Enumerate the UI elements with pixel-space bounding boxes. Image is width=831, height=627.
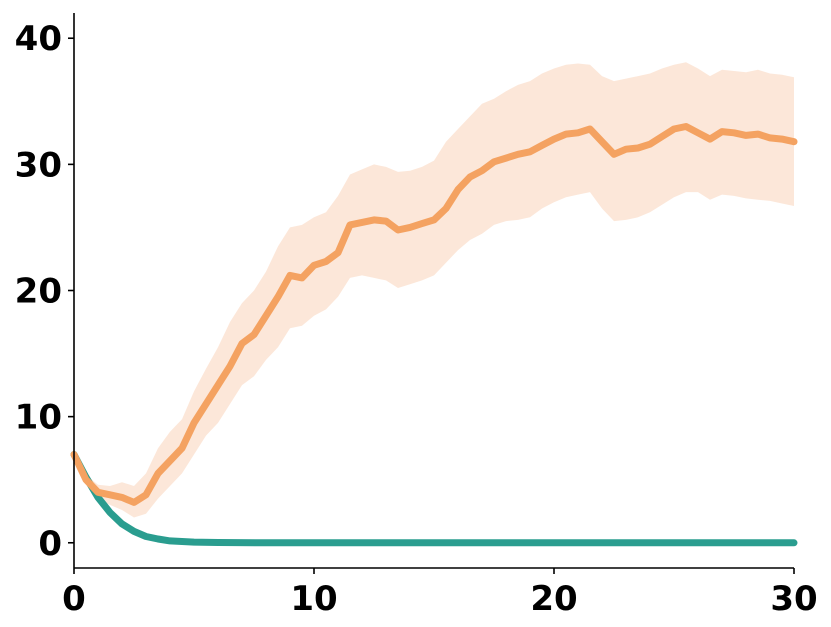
ticks: 0 10 20 30 0 10 20 30 40 [15,19,818,619]
series-lines [70,123,798,547]
y-tick-label: 0 [38,524,62,564]
x-tick-label: 10 [290,579,337,619]
confidence-bands [74,62,794,518]
series-1-band [74,62,794,518]
x-tick-label: 0 [62,579,86,619]
y-tick-label: 40 [15,19,62,59]
series-0-line [70,451,798,547]
series-1-line [70,123,798,506]
y-tick-label: 30 [15,145,62,185]
x-tick-label: 30 [770,579,817,619]
x-tick-label: 20 [530,579,577,619]
y-tick-label: 10 [15,398,62,438]
y-tick-label: 20 [15,272,62,312]
